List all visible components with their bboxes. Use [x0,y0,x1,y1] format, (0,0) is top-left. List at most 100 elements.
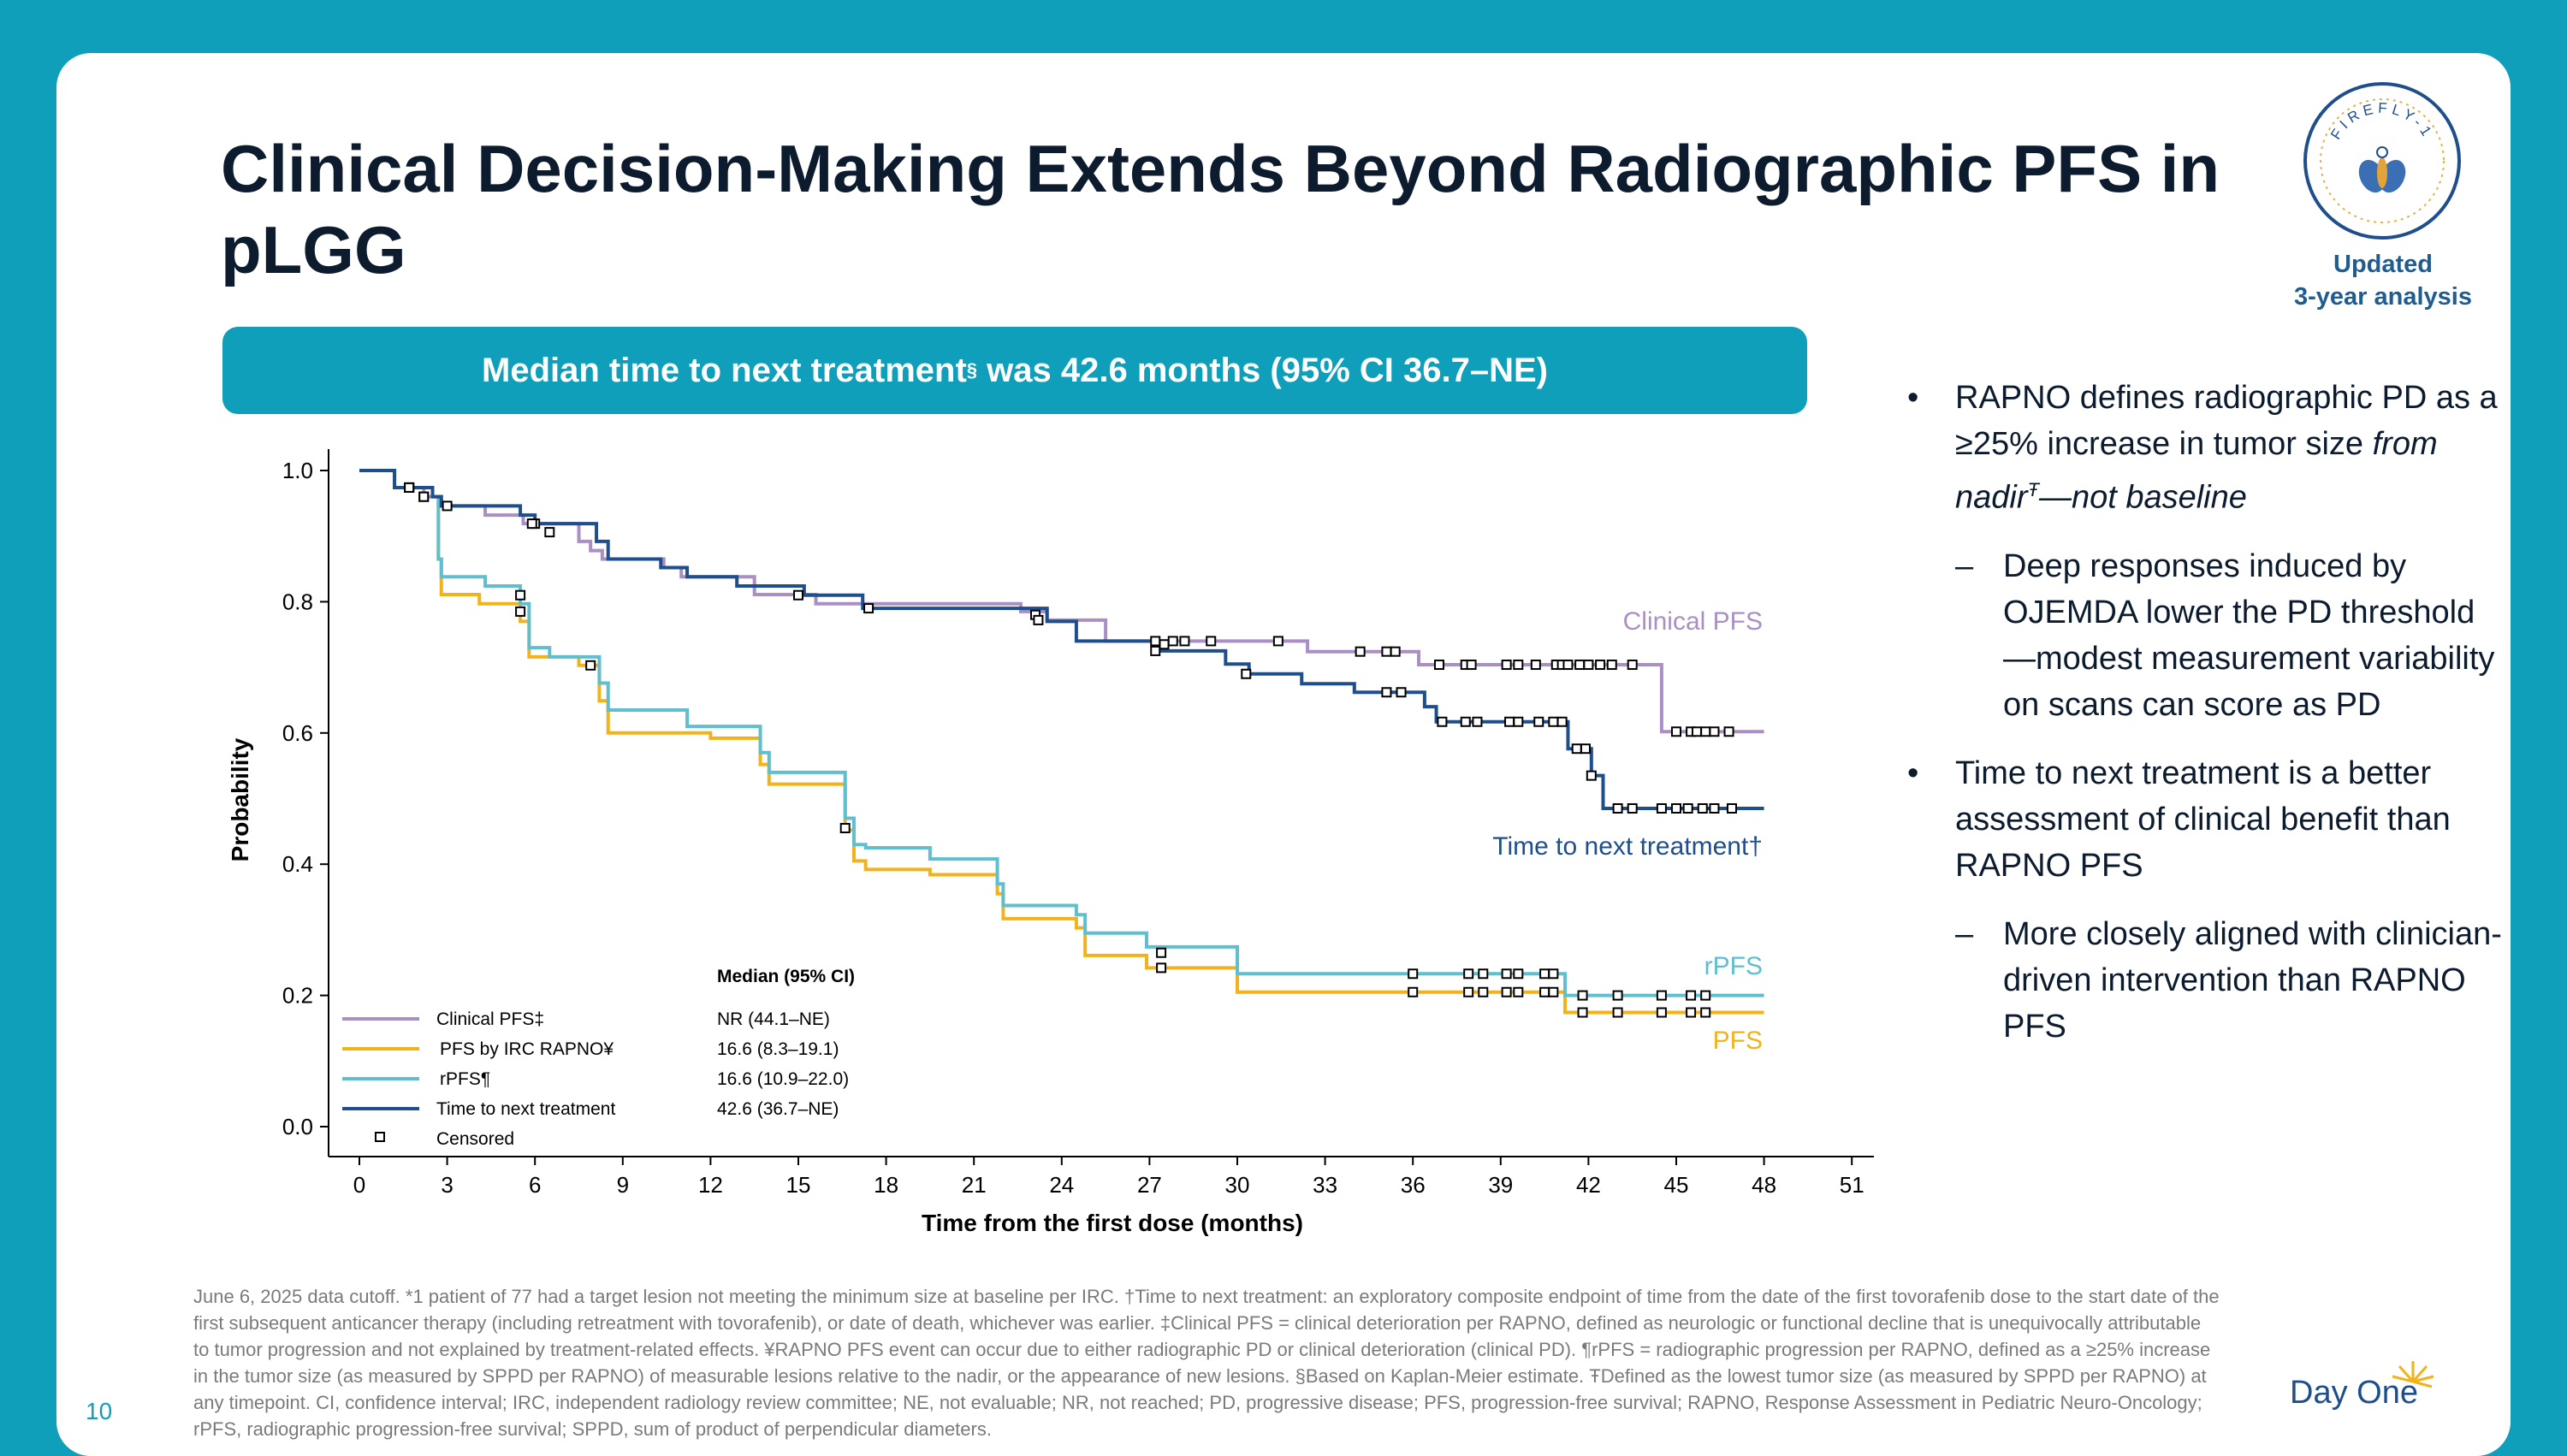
censor-mark-ttnt [1504,716,1515,727]
km-curve-ttnt [359,469,1764,811]
censor-mark-pfs [1612,1007,1623,1018]
censor-mark-pfs [585,660,596,671]
bullet-text: RAPNO defines radiographic PD as a ≥25% … [1955,380,2498,462]
x-tick-label: 3 [441,1172,453,1198]
end-label-ttnt: Time to next treatment† [1492,832,1763,861]
censor-mark-rpfs [839,823,851,834]
censor-mark-clinical [1583,660,1594,671]
x-tick-label: 27 [1137,1172,1162,1198]
censor-mark-pfs [1478,986,1489,997]
censor-mark-rpfs [1501,968,1512,980]
bullet-italic: from nadir [1955,426,2438,516]
subbullet-text: Deep responses induced by OJEMDA lower t… [2003,547,2495,723]
censor-mark-pfs [1408,986,1419,997]
censor-mark-ttnt [526,518,537,530]
y-tick-label: 0.8 [282,589,313,614]
legend-header: Median (95% CI) [717,967,855,986]
y-tick-label: 0.6 [282,720,313,746]
censor-mark-clinical [1700,726,1711,737]
slide-title: Clinical Decision-Making Extends Beyond … [221,131,2220,287]
x-tick-label: 42 [1576,1172,1601,1198]
censor-mark-clinical [1691,726,1702,737]
censor-mark-pfs [1539,986,1550,997]
legend-median-ttnt: 42.6 (36.7–NE) [717,1099,839,1119]
censor-mark-pfs [1700,1007,1711,1018]
bullet-glyph: • [1907,380,1919,416]
banner-text-pre: Median time to next treatment [482,351,967,389]
x-tick-label: 9 [617,1172,629,1198]
legend-label-censored: Censored [436,1129,514,1149]
km-curve-pfs [359,469,1764,1015]
censor-mark-ttnt [1726,803,1737,814]
kaplan-meier-chart: 0.00.20.40.60.81.0 0 3 6 9 12 15 18 21 24 27 30 33 3… [227,449,1874,1236]
censor-mark-rpfs [1577,990,1588,1001]
bullet-time-to-next-treatment: • Time to next treatment is a better ass… [1904,750,2503,889]
subbullet-text: More closely aligned with clinician-driv… [2003,915,2502,1045]
censor-mark-clinical [1709,726,1720,737]
y-axis-title: Probability [227,737,253,861]
censor-mark-ttnt [1150,645,1161,656]
censor-mark-clinical [1723,726,1734,737]
censor-mark-pfs [1656,1007,1667,1018]
censor-mark-ttnt [1241,668,1252,679]
x-tick-label: 21 [962,1172,987,1198]
banner-text-post: was 42.6 months (95% CI 36.7–NE) [977,351,1548,389]
censor-mark-ttnt [1513,716,1524,727]
subbullet-clinician-aligned: – More closely aligned with clinician-dr… [1904,911,2503,1050]
end-label-pfs: PFS [1713,1027,1763,1055]
censor-mark-ttnt [1381,687,1392,698]
censor-mark-ttnt [418,491,430,502]
bullet-glyph: • [1907,755,1919,791]
censor-mark-pfs [1548,986,1559,997]
censor-mark-clinical [1390,646,1401,657]
censor-mark-rpfs [1478,968,1489,980]
censor-mark-clinical [1530,660,1541,671]
censor-mark-rpfs [1513,968,1524,980]
censor-mark-clinical [1167,636,1178,647]
end-label-clinical: Clinical PFS [1623,607,1763,636]
censor-mark-ttnt [1556,716,1568,727]
legend-median-pfs: 16.6 (8.3–19.1) [717,1039,839,1059]
dash-glyph: – [1955,915,1974,952]
censor-mark-ttnt [1437,716,1448,727]
censor-mark-rpfs [515,606,526,617]
bullet-text: Time to next treatment is a better asses… [1955,755,2451,884]
censor-mark-rpfs [1463,968,1474,980]
y-tick-label: 0.2 [282,983,313,1009]
censor-mark-clinical [1562,660,1574,671]
updated-label: Updated [2333,251,2433,278]
x-tick-label: 48 [1752,1172,1776,1198]
censor-mark-ttnt [793,589,803,601]
censor-mark-clinical [1606,660,1617,671]
censor-mark-rpfs [1656,990,1667,1001]
censor-mark-ttnt [863,603,874,614]
x-tick-label: 12 [698,1172,723,1198]
censor-mark-rpfs [1548,968,1559,980]
censor-mark-pfs [1686,1007,1697,1018]
censor-mark-ttnt [1460,716,1471,727]
censor-mark-ttnt [1656,803,1667,814]
x-tick-label: 36 [1401,1172,1426,1198]
x-tick-label: 33 [1313,1172,1337,1198]
footnote: June 6, 2025 data cutoff. *1 patient of … [193,1286,2220,1440]
legend-median-clinical: NR (44.1–NE) [717,1009,830,1029]
censor-mark-ttnt [1697,803,1708,814]
chart-legend: Median (95% CI) Clinical PFS‡ NR (44.1–N… [342,967,855,1149]
censor-mark-pfs [1156,962,1167,974]
x-tick-label: 6 [529,1172,541,1198]
censor-mark-ttnt [1396,687,1407,698]
page-number: 10 [86,1398,113,1424]
censor-mark-pfs [1463,986,1474,997]
legend-label-ttnt: Time to next treatment [436,1099,615,1119]
updated-analysis-label: Updated 3-year analysis [2259,248,2507,313]
legend-label-pfs: PFS by IRC RAPNO¥ [440,1039,614,1059]
censor-mark-ttnt [1612,803,1623,814]
censor-mark-ttnt [1472,716,1483,727]
censor-mark-ttnt [1627,803,1638,814]
censor-mark-clinical [1627,660,1638,671]
censor-mark-clinical [1513,660,1524,671]
dash-glyph: – [1955,547,1974,584]
censor-mark-pfs [1501,986,1512,997]
censor-mark-rpfs [515,589,526,601]
legend-censored-marker [375,1132,385,1142]
